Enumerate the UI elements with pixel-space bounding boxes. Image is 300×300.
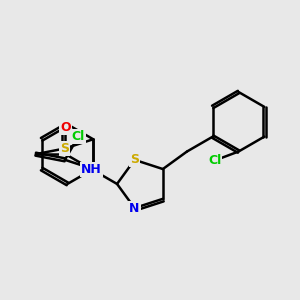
Text: NH: NH <box>81 163 102 176</box>
Text: O: O <box>60 121 71 134</box>
Text: S: S <box>60 142 69 155</box>
Text: Cl: Cl <box>208 154 221 167</box>
Text: N: N <box>129 202 140 214</box>
Text: S: S <box>130 153 139 166</box>
Text: Cl: Cl <box>72 130 85 143</box>
